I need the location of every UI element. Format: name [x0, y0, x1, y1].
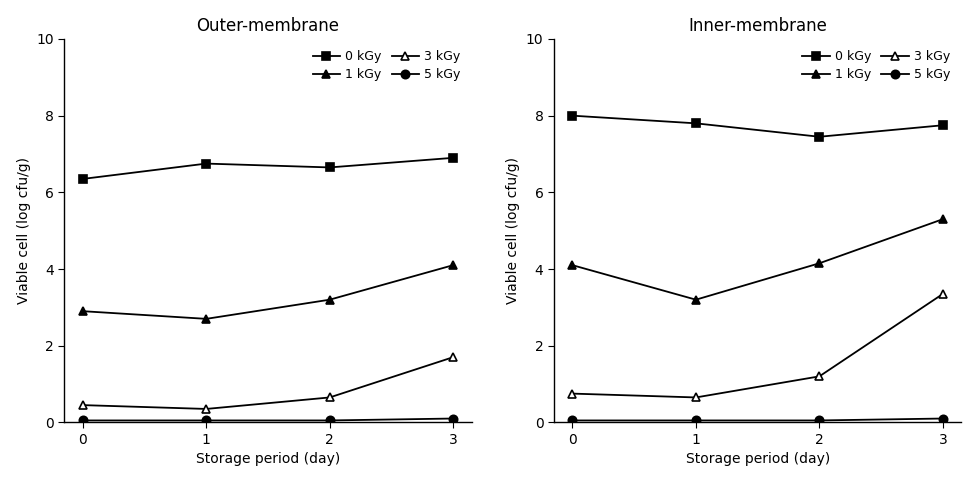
Line: 0 kGy: 0 kGy: [78, 154, 457, 183]
3 kGy: [813, 373, 825, 379]
3 kGy: [446, 355, 458, 360]
Line: 1 kGy: 1 kGy: [568, 215, 946, 304]
5 kGy: [446, 416, 458, 422]
1 kGy: [200, 316, 212, 322]
Line: 3 kGy: 3 kGy: [78, 353, 457, 413]
0 kGy: [936, 122, 948, 128]
1 kGy: [936, 216, 948, 222]
Line: 5 kGy: 5 kGy: [568, 414, 946, 425]
0 kGy: [690, 120, 701, 126]
Line: 3 kGy: 3 kGy: [568, 290, 946, 401]
1 kGy: [77, 308, 89, 314]
0 kGy: [566, 113, 577, 118]
Title: Outer-membrane: Outer-membrane: [196, 17, 339, 35]
Y-axis label: Viable cell (log cfu/g): Viable cell (log cfu/g): [506, 157, 520, 304]
5 kGy: [323, 417, 335, 423]
Legend: 0 kGy, 1 kGy, 3 kGy, 5 kGy: 0 kGy, 1 kGy, 3 kGy, 5 kGy: [796, 45, 955, 86]
1 kGy: [690, 297, 701, 302]
3 kGy: [566, 391, 577, 397]
5 kGy: [690, 417, 701, 423]
X-axis label: Storage period (day): Storage period (day): [195, 453, 340, 466]
Title: Inner-membrane: Inner-membrane: [688, 17, 827, 35]
0 kGy: [813, 134, 825, 140]
X-axis label: Storage period (day): Storage period (day): [685, 453, 828, 466]
Line: 5 kGy: 5 kGy: [78, 414, 457, 425]
1 kGy: [446, 262, 458, 268]
3 kGy: [77, 402, 89, 408]
3 kGy: [323, 395, 335, 400]
1 kGy: [323, 297, 335, 302]
0 kGy: [446, 155, 458, 161]
0 kGy: [77, 176, 89, 182]
Y-axis label: Viable cell (log cfu/g): Viable cell (log cfu/g): [17, 157, 30, 304]
1 kGy: [566, 262, 577, 268]
5 kGy: [566, 417, 577, 423]
0 kGy: [323, 165, 335, 170]
5 kGy: [936, 416, 948, 422]
Line: 1 kGy: 1 kGy: [78, 261, 457, 323]
1 kGy: [813, 260, 825, 266]
5 kGy: [813, 417, 825, 423]
5 kGy: [77, 417, 89, 423]
5 kGy: [200, 417, 212, 423]
3 kGy: [200, 406, 212, 412]
3 kGy: [690, 395, 701, 400]
0 kGy: [200, 161, 212, 167]
3 kGy: [936, 291, 948, 297]
Line: 0 kGy: 0 kGy: [568, 112, 946, 141]
Legend: 0 kGy, 1 kGy, 3 kGy, 5 kGy: 0 kGy, 1 kGy, 3 kGy, 5 kGy: [308, 45, 465, 86]
